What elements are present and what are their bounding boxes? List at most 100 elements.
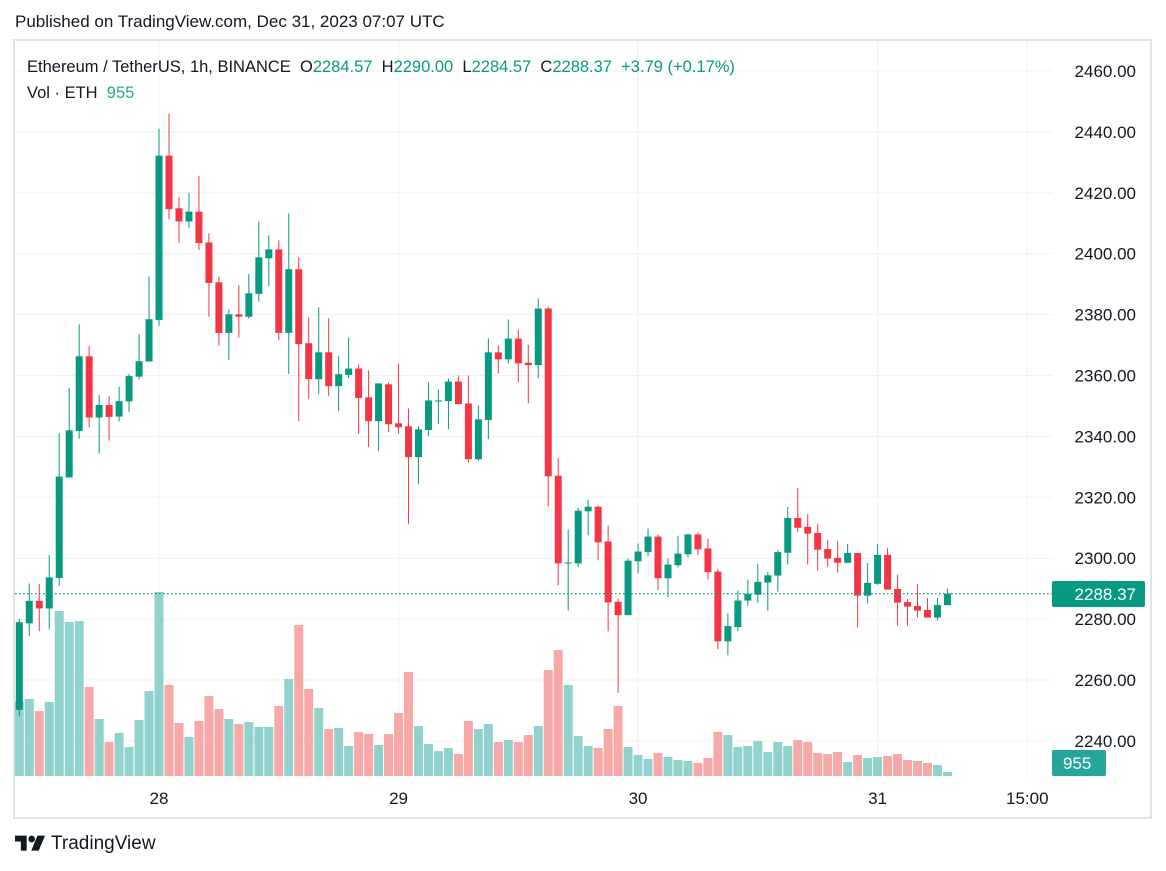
candle[interactable]	[604, 525, 612, 632]
candle[interactable]	[524, 344, 532, 404]
candle[interactable]	[225, 309, 233, 360]
candle[interactable]	[874, 543, 882, 585]
candle[interactable]	[75, 324, 83, 439]
candle[interactable]	[534, 298, 542, 379]
candle[interactable]	[854, 553, 862, 628]
candle[interactable]	[135, 334, 143, 380]
candle[interactable]	[923, 598, 931, 618]
candle[interactable]	[614, 598, 622, 693]
candle[interactable]	[634, 543, 642, 574]
candle[interactable]	[684, 533, 692, 558]
candle[interactable]	[55, 433, 63, 586]
candle[interactable]	[25, 583, 33, 636]
candle[interactable]	[824, 539, 832, 567]
candle[interactable]	[814, 524, 822, 571]
candle[interactable]	[85, 346, 93, 428]
candle[interactable]	[904, 599, 912, 626]
candle[interactable]	[345, 337, 353, 378]
candle[interactable]	[205, 233, 213, 317]
time-axis[interactable]: 28 29 30 31 15:00	[150, 789, 1049, 808]
candle[interactable]	[464, 375, 472, 463]
volume-label[interactable]: Vol · ETH	[27, 84, 98, 102]
candle[interactable]	[305, 317, 313, 399]
candle[interactable]	[185, 192, 193, 229]
candle[interactable]	[95, 394, 103, 454]
candle[interactable]	[943, 588, 951, 606]
candle[interactable]	[544, 306, 552, 507]
candle[interactable]	[624, 558, 632, 616]
candle[interactable]	[794, 487, 802, 532]
candle[interactable]	[474, 405, 482, 462]
candle[interactable]	[694, 532, 702, 556]
candle[interactable]	[574, 507, 582, 568]
candle[interactable]	[914, 584, 921, 618]
price-axis[interactable]: 2460.00 2440.00 2420.00 2400.00 2380.00 2360.…	[1075, 62, 1136, 751]
candle[interactable]	[644, 528, 652, 557]
candle[interactable]	[285, 213, 293, 374]
candle[interactable]	[255, 221, 263, 302]
candle[interactable]	[654, 534, 662, 591]
candle[interactable]	[35, 584, 43, 632]
candle[interactable]	[424, 382, 432, 437]
candle[interactable]	[375, 383, 383, 452]
candle[interactable]	[175, 197, 183, 244]
candle[interactable]	[315, 307, 323, 395]
candle[interactable]	[395, 363, 403, 434]
candle[interactable]	[265, 235, 273, 286]
candle[interactable]	[45, 555, 53, 630]
candle[interactable]	[245, 274, 253, 319]
candle[interactable]	[564, 529, 572, 611]
candle[interactable]	[754, 563, 762, 603]
candle[interactable]	[434, 389, 442, 425]
candle[interactable]	[933, 598, 941, 621]
tradingview-logo[interactable]: TradingView	[15, 833, 156, 855]
candle[interactable]	[15, 619, 23, 717]
candle[interactable]	[734, 590, 742, 632]
candle[interactable]	[764, 571, 772, 611]
candle[interactable]	[444, 378, 452, 430]
candle[interactable]	[275, 240, 283, 341]
candle[interactable]	[365, 370, 373, 448]
candle[interactable]	[65, 387, 73, 478]
candle[interactable]	[864, 563, 872, 604]
candle[interactable]	[355, 364, 363, 434]
candle[interactable]	[804, 514, 812, 565]
candle[interactable]	[454, 375, 462, 405]
candle[interactable]	[115, 386, 123, 422]
candle[interactable]	[504, 319, 512, 364]
candle[interactable]	[145, 276, 153, 362]
candle[interactable]	[235, 285, 243, 338]
candle[interactable]	[295, 257, 303, 422]
candle[interactable]	[405, 408, 413, 525]
candle[interactable]	[155, 128, 163, 326]
candle[interactable]	[335, 356, 343, 412]
candle[interactable]	[494, 345, 502, 374]
candle[interactable]	[594, 505, 602, 561]
candle[interactable]	[884, 547, 892, 590]
candle[interactable]	[784, 507, 792, 565]
symbol-title[interactable]: Ethereum / TetherUS, 1h, BINANCE	[27, 58, 291, 76]
candle[interactable]	[744, 579, 752, 606]
candle[interactable]	[514, 329, 522, 383]
candle[interactable]	[125, 373, 133, 413]
candle[interactable]	[704, 538, 712, 580]
candle[interactable]	[714, 568, 722, 650]
candle[interactable]	[195, 175, 203, 251]
candle[interactable]	[165, 113, 173, 220]
candle[interactable]	[584, 499, 592, 536]
candle[interactable]	[385, 382, 393, 433]
candle[interactable]	[415, 426, 422, 484]
candle[interactable]	[105, 396, 113, 441]
candle[interactable]	[674, 535, 682, 568]
candle[interactable]	[834, 540, 842, 573]
candle[interactable]	[554, 457, 562, 586]
candle[interactable]	[724, 613, 732, 656]
candle[interactable]	[484, 338, 492, 440]
candle[interactable]	[844, 543, 852, 563]
candle[interactable]	[325, 318, 333, 396]
candle[interactable]	[664, 558, 672, 598]
candle[interactable]	[894, 574, 902, 626]
candle[interactable]	[215, 276, 223, 346]
candle[interactable]	[774, 549, 782, 592]
